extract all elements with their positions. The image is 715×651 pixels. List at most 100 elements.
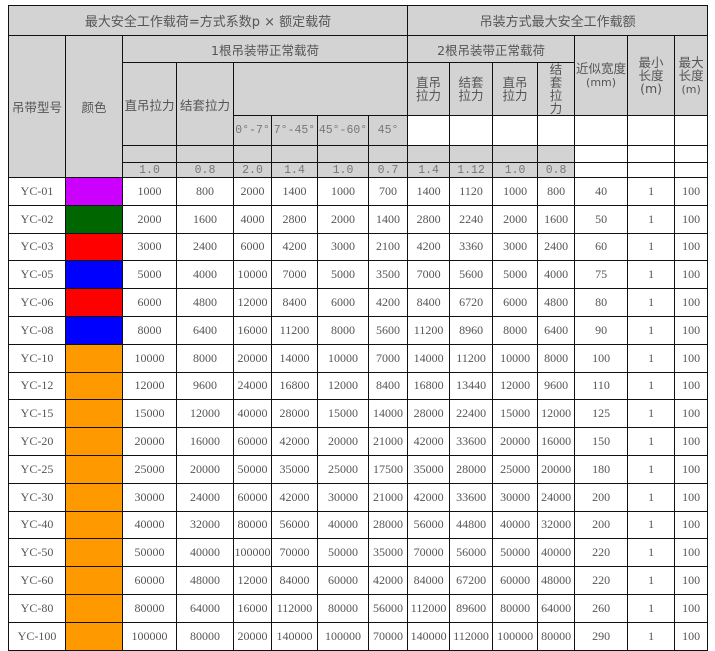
value-cell: 50000 bbox=[122, 538, 177, 568]
value-cell: 20000 bbox=[317, 427, 369, 456]
value-cell: 1 bbox=[627, 288, 676, 317]
value-cell: 14000 bbox=[271, 343, 318, 373]
blank-cell bbox=[176, 145, 234, 163]
color-swatch-orange bbox=[65, 371, 123, 401]
value-cell: 1 bbox=[627, 510, 676, 540]
model-cell: YC-20 bbox=[8, 427, 66, 456]
table-row: YC-50 50000 40000 100000 70000 50000 35000 7000… bbox=[8, 538, 709, 568]
value-cell: 64000 bbox=[176, 593, 234, 623]
blank-cell bbox=[122, 145, 177, 163]
table-row: YC-08 8000 6400 16000 11200 8000 5600 11200 8960… bbox=[8, 315, 709, 345]
value-cell: 1000 bbox=[492, 177, 539, 206]
value-cell: 11200 bbox=[407, 315, 451, 345]
blank-cell bbox=[449, 115, 494, 146]
value-cell: 1 bbox=[627, 177, 676, 206]
value-cell: 3500 bbox=[367, 260, 409, 290]
value-cell: 100 bbox=[674, 399, 709, 429]
value-cell: 11200 bbox=[271, 315, 318, 345]
coefficient-cell: 1.0 bbox=[122, 162, 177, 178]
angle-header: 7°-45° bbox=[271, 115, 318, 146]
value-cell: 4800 bbox=[176, 288, 234, 317]
value-cell: 140000 bbox=[407, 621, 451, 651]
value-cell: 89600 bbox=[449, 593, 494, 623]
value-cell: 100 bbox=[674, 315, 709, 345]
value-cell: 8400 bbox=[407, 288, 451, 317]
value-cell: 6000 bbox=[122, 288, 177, 317]
value-cell: 9600 bbox=[176, 371, 234, 401]
single-sling-group-header: 1根吊装带正常载荷 bbox=[121, 35, 409, 63]
value-cell: 4200 bbox=[407, 232, 451, 262]
value-cell: 16800 bbox=[407, 371, 451, 401]
blank-cell bbox=[271, 145, 318, 163]
color-swatch-orange bbox=[65, 482, 123, 512]
value-cell: 2800 bbox=[407, 204, 451, 234]
value-cell: 5000 bbox=[122, 260, 177, 290]
value-cell: 14000 bbox=[367, 399, 409, 429]
value-cell: 12000 bbox=[233, 566, 272, 595]
value-cell: 64000 bbox=[537, 593, 576, 623]
value-cell: 2400 bbox=[537, 232, 576, 262]
blank-cell bbox=[574, 115, 629, 146]
max-length-header: 最大长度 (m) bbox=[674, 35, 709, 116]
value-cell: 2240 bbox=[449, 204, 494, 234]
angle-header: 0°-7° bbox=[233, 115, 272, 146]
value-cell: 42000 bbox=[407, 482, 451, 512]
value-cell: 12000 bbox=[317, 371, 369, 401]
value-cell: 48000 bbox=[176, 566, 234, 595]
model-cell: YC-40 bbox=[8, 510, 66, 540]
value-cell: 200 bbox=[574, 510, 629, 540]
value-cell: 1 bbox=[627, 482, 676, 512]
blank-cell bbox=[492, 115, 539, 146]
width-header: 近似宽度 (mm) bbox=[574, 35, 629, 116]
value-cell: 20000 bbox=[122, 427, 177, 456]
blank-cell bbox=[674, 145, 709, 163]
value-cell: 1600 bbox=[176, 204, 234, 234]
value-cell: 10000 bbox=[122, 343, 177, 373]
value-cell: 2000 bbox=[122, 204, 177, 234]
value-cell: 100 bbox=[674, 510, 709, 540]
value-cell: 15000 bbox=[317, 399, 369, 429]
model-cell: YC-03 bbox=[8, 232, 66, 262]
value-cell: 25000 bbox=[492, 454, 539, 484]
value-cell: 80000 bbox=[176, 621, 234, 651]
value-cell: 3360 bbox=[449, 232, 494, 262]
value-cell: 800 bbox=[537, 177, 576, 206]
value-cell: 60000 bbox=[233, 427, 272, 456]
value-cell: 8000 bbox=[317, 315, 369, 345]
coefficient-cell: 0.8 bbox=[176, 162, 234, 178]
value-cell: 150 bbox=[574, 427, 629, 456]
table-row: YC-80 80000 64000 16000 112000 80000 56000 1120… bbox=[8, 593, 709, 623]
value-cell: 56000 bbox=[367, 593, 409, 623]
value-cell: 17500 bbox=[367, 454, 409, 484]
value-cell: 30000 bbox=[317, 482, 369, 512]
value-cell: 60000 bbox=[317, 566, 369, 595]
blank-cell bbox=[627, 115, 676, 146]
value-cell: 4000 bbox=[233, 204, 272, 234]
table-row: YC-25 25000 20000 50000 35000 25000 17500 35000… bbox=[8, 454, 709, 484]
value-cell: 8000 bbox=[537, 343, 576, 373]
color-header: 颜色 bbox=[65, 35, 123, 178]
value-cell: 1400 bbox=[271, 177, 318, 206]
value-cell: 70000 bbox=[407, 538, 451, 568]
blank-cell bbox=[627, 145, 676, 163]
value-cell: 12000 bbox=[122, 371, 177, 401]
value-cell: 700 bbox=[367, 177, 409, 206]
value-cell: 33600 bbox=[449, 427, 494, 456]
coefficient-cell: 1.4 bbox=[407, 162, 451, 178]
model-cell: YC-02 bbox=[8, 204, 66, 234]
table-row: YC-40 40000 32000 80000 56000 40000 28000 56000… bbox=[8, 510, 709, 540]
blank-cell bbox=[407, 145, 451, 163]
value-cell: 40000 bbox=[537, 538, 576, 568]
width-unit: (mm) bbox=[586, 76, 617, 89]
value-cell: 100 bbox=[674, 593, 709, 623]
table-row: YC-60 60000 48000 12000 84000 60000 42000 84000… bbox=[8, 566, 709, 595]
value-cell: 80 bbox=[574, 288, 629, 317]
value-cell: 800 bbox=[176, 177, 234, 206]
color-swatch-green bbox=[65, 204, 123, 234]
value-cell: 100000 bbox=[122, 621, 177, 651]
model-cell: YC-30 bbox=[8, 482, 66, 512]
color-swatch-orange bbox=[65, 538, 123, 568]
value-cell: 50 bbox=[574, 204, 629, 234]
sling-load-table: 最大安全工作载荷=方式系数p × 额定载荷 吊装方式最大安全工作载额 吊带型号 … bbox=[7, 5, 709, 651]
value-cell: 2000 bbox=[492, 204, 539, 234]
